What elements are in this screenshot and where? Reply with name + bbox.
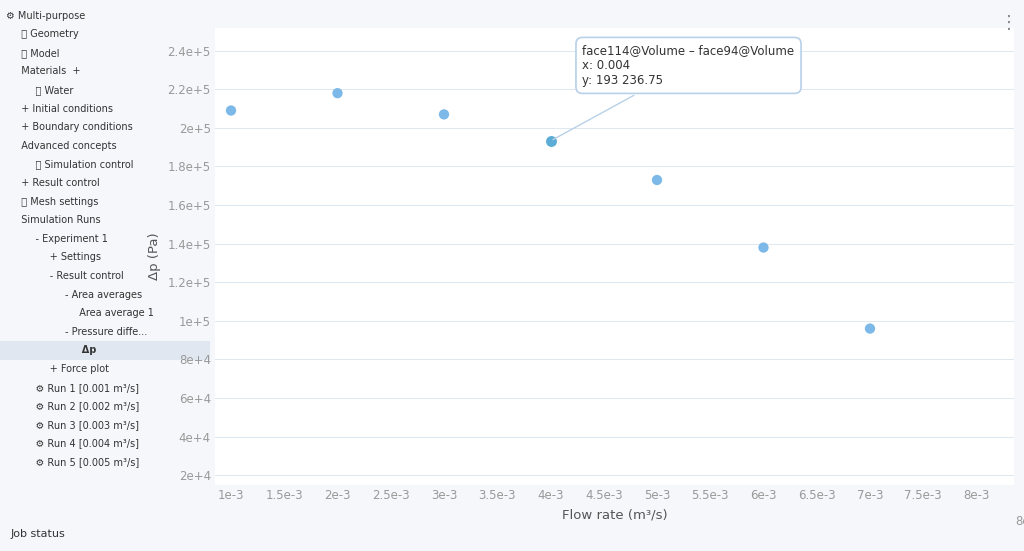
Point	[649, 176, 666, 185]
Text: + Force plot: + Force plot	[32, 364, 110, 374]
Point	[862, 324, 879, 333]
Text: + Initial conditions: + Initial conditions	[14, 104, 113, 114]
Text: Advanced concepts: Advanced concepts	[14, 141, 117, 151]
Point	[543, 137, 559, 145]
Text: - Pressure diffe...: - Pressure diffe...	[40, 327, 147, 337]
Text: ✅ Model: ✅ Model	[14, 48, 59, 58]
Text: 📍 Geometry: 📍 Geometry	[14, 29, 79, 39]
Point	[330, 89, 346, 98]
Text: ⚙ Run 2 [0.002 m³/s]: ⚙ Run 2 [0.002 m³/s]	[24, 401, 139, 411]
Text: ⚙ Run 3 [0.003 m³/s]: ⚙ Run 3 [0.003 m³/s]	[24, 420, 139, 430]
Text: - Area averages: - Area averages	[40, 290, 142, 300]
Point	[223, 106, 240, 115]
Text: Simulation Runs: Simulation Runs	[14, 215, 100, 225]
Text: ⚙ Run 5 [0.005 m³/s]: ⚙ Run 5 [0.005 m³/s]	[24, 457, 139, 467]
Bar	[0, 341, 210, 360]
Text: ⚙ Run 1 [0.001 m³/s]: ⚙ Run 1 [0.001 m³/s]	[24, 383, 139, 393]
Text: + Boundary conditions: + Boundary conditions	[14, 122, 132, 132]
X-axis label: Flow rate (m³/s): Flow rate (m³/s)	[561, 509, 668, 522]
Text: ✅ Mesh settings: ✅ Mesh settings	[14, 197, 98, 207]
Text: + Settings: + Settings	[32, 252, 101, 262]
Text: Area average 1: Area average 1	[48, 308, 155, 318]
Text: ⋮: ⋮	[999, 14, 1018, 32]
Text: ⚙ Multi-purpose: ⚙ Multi-purpose	[6, 10, 86, 20]
Text: - Experiment 1: - Experiment 1	[24, 234, 108, 244]
Y-axis label: Δp (Pa): Δp (Pa)	[147, 233, 161, 280]
Text: - Result control: - Result control	[32, 271, 124, 281]
Text: face114@Volume – face94@Volume
x: 0.004
y: 193 236.75: face114@Volume – face94@Volume x: 0.004 …	[553, 44, 795, 139]
Text: Job status: Job status	[10, 530, 66, 539]
Text: 8e: 8e	[1016, 515, 1024, 528]
Text: ⚙ Run 4 [0.004 m³/s]: ⚙ Run 4 [0.004 m³/s]	[24, 439, 139, 449]
Text: + Result control: + Result control	[14, 178, 99, 188]
Text: Materials  +: Materials +	[14, 66, 80, 77]
Text: 💧 Water: 💧 Water	[24, 85, 74, 95]
Text: Δp: Δp	[48, 345, 96, 355]
Point	[756, 243, 772, 252]
Point	[543, 137, 559, 145]
Point	[436, 110, 453, 119]
Text: ✅ Simulation control: ✅ Simulation control	[24, 159, 133, 169]
